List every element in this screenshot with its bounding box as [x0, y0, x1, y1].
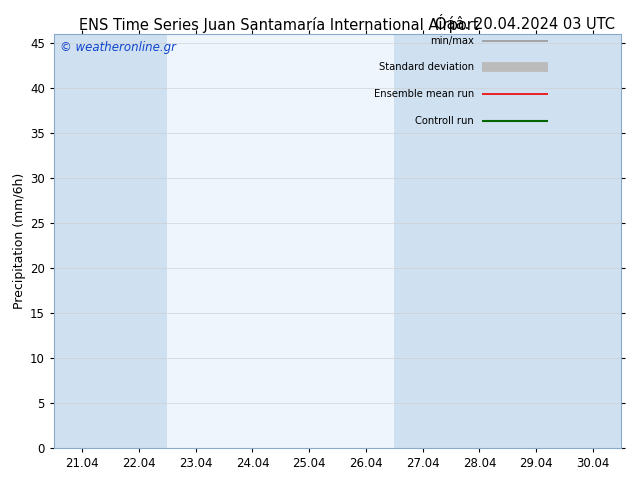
Bar [508, 34, 564, 448]
Text: © weatheronline.gr: © weatheronline.gr [60, 41, 176, 53]
Text: min/max: min/max [430, 35, 474, 46]
Text: Óáâ. 20.04.2024 03 UTC: Óáâ. 20.04.2024 03 UTC [435, 17, 615, 32]
Bar [451, 34, 508, 448]
Bar [110, 34, 167, 448]
Bar [54, 34, 110, 448]
Text: Standard deviation: Standard deviation [378, 62, 474, 73]
Text: Controll run: Controll run [415, 116, 474, 126]
Bar [564, 34, 621, 448]
Bar [394, 34, 451, 448]
Text: Ensemble mean run: Ensemble mean run [373, 89, 474, 99]
Text: ENS Time Series Juan Santamaría International Airport: ENS Time Series Juan Santamaría Internat… [79, 17, 479, 33]
Y-axis label: Precipitation (mm/6h): Precipitation (mm/6h) [13, 173, 26, 310]
